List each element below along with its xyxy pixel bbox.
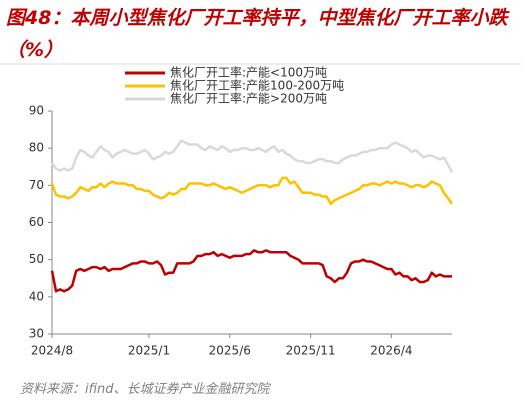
x-tick-label: 2026/4 — [370, 344, 412, 358]
series-line — [50, 249, 452, 293]
x-tick-label: 2025/1 — [128, 344, 170, 358]
source: 资料来源：ifind、长城证券产业金融研究院 — [20, 382, 270, 397]
y-tick-label: 90 — [29, 104, 44, 118]
legend-label: 焦化厂开工率:产能<100万吨 — [170, 65, 327, 80]
legend-label: 焦化厂开工率:产能100-200万吨 — [170, 78, 344, 93]
x-tick-label: 2025/11 — [286, 344, 336, 358]
chart: 30 40 50 60 70 80 90 2024/8 2025/1 2025/6 2025/11 2… — [0, 63, 521, 358]
chart-title: 图48：本周小型焦化厂开工率持平，中型焦化厂开工率小跌（%） — [6, 7, 508, 61]
y-tick-label: 30 — [29, 327, 44, 341]
y-tick-label: 70 — [29, 178, 44, 192]
x-tick-label: 2024/8 — [31, 344, 73, 358]
y-tick-label: 60 — [29, 215, 44, 229]
y-tick-label: 50 — [29, 252, 44, 266]
series-line — [50, 139, 454, 173]
y-tick-label: 40 — [29, 289, 44, 303]
y-tick-label: 80 — [29, 141, 44, 155]
legend-label: 焦化厂开工率:产能>200万吨 — [170, 91, 327, 106]
series-line — [50, 176, 454, 206]
x-tick-label: 2025/6 — [209, 344, 251, 358]
